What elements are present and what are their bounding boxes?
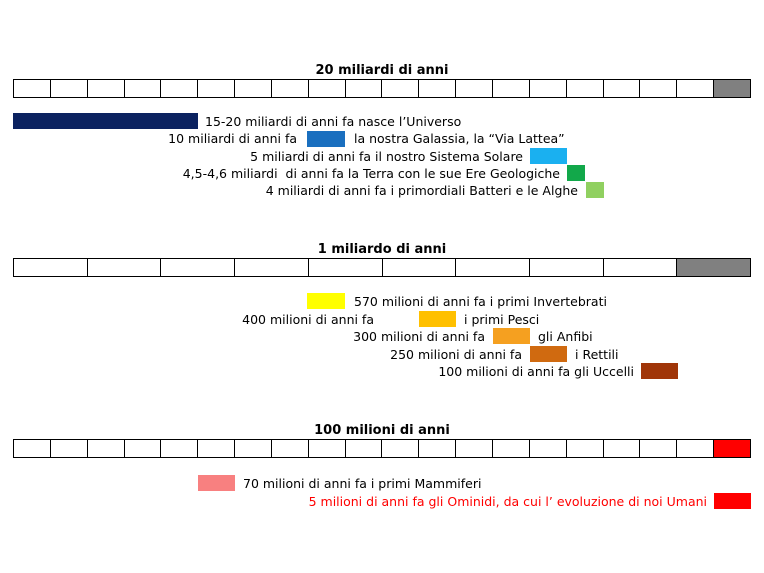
event-swatch-uccelli — [641, 363, 678, 379]
event-label-mammiferi: 70 milioni di anni fa i primi Mammiferi — [243, 476, 482, 491]
scale-cell — [88, 259, 162, 276]
event-label-uccelli: 100 milioni di anni fa gli Uccelli — [438, 364, 634, 379]
event-swatch-anfibi — [493, 328, 530, 344]
scale-cell — [14, 440, 51, 457]
scale-cell — [567, 80, 604, 97]
event-swatch-batteri-alghe — [586, 182, 604, 198]
scale-cell — [51, 80, 88, 97]
scale-cell — [567, 440, 604, 457]
scale-cell — [198, 440, 236, 457]
scale-cell — [14, 259, 88, 276]
event-swatch-galassia — [307, 131, 345, 147]
scale-cell — [161, 80, 199, 97]
event-label-batteri-alghe: 4 miliardi di anni fa i primordiali Batt… — [265, 183, 578, 198]
scale-cell — [677, 440, 715, 457]
timeline-1-miliardo-scale — [13, 258, 751, 277]
timeline-1-miliardo-title: 1 miliardo di anni — [317, 242, 447, 257]
event-label-sistema-solare: 5 miliardi di anni fa il nostro Sistema … — [250, 149, 523, 164]
event-label-terra: 4,5-4,6 miliardi di anni fa la Terra con… — [182, 166, 560, 181]
event-label-galassia-before: 10 miliardi di anni fa — [168, 131, 297, 146]
scale-cell — [456, 259, 530, 276]
event-label-invertebrati: 570 milioni di anni fa i primi Invertebr… — [354, 294, 607, 309]
scale-cell — [677, 80, 715, 97]
timeline-100-milioni-title: 100 milioni di anni — [314, 423, 450, 438]
scale-cell — [640, 80, 678, 97]
scale-cell-highlight — [714, 80, 750, 97]
scale-cell — [493, 440, 530, 457]
scale-cell — [346, 80, 383, 97]
scale-cell — [640, 440, 678, 457]
scale-cell — [125, 80, 162, 97]
scale-cell — [419, 440, 457, 457]
event-label-rettili-after: i Rettili — [575, 347, 619, 362]
scale-cell — [419, 80, 457, 97]
event-swatch-sistema-solare — [530, 148, 567, 164]
event-swatch-terra — [567, 165, 585, 181]
scale-cell — [125, 440, 162, 457]
scale-cell — [346, 440, 383, 457]
event-label-anfibi-before: 300 milioni di anni fa — [353, 329, 485, 344]
event-swatch-ominidi — [714, 493, 751, 509]
scale-cell — [88, 80, 125, 97]
scale-cell — [530, 259, 604, 276]
event-label-pesci-before: 400 milioni di anni fa — [242, 312, 374, 327]
scale-cell — [493, 80, 530, 97]
event-label-galassia-after: la nostra Galassia, la “Via Lattea” — [354, 131, 565, 146]
scale-cell — [235, 80, 272, 97]
scale-cell — [530, 440, 567, 457]
event-swatch-invertebrati — [307, 293, 345, 309]
event-label-pesci-after: i primi Pesci — [464, 312, 540, 327]
scale-cell — [604, 259, 678, 276]
scale-cell — [235, 440, 272, 457]
event-swatch-universo — [13, 113, 198, 129]
scale-cell — [198, 80, 236, 97]
scale-cell — [51, 440, 88, 457]
scale-cell-highlight — [714, 440, 750, 457]
scale-cell — [272, 80, 309, 97]
event-label-ominidi: 5 milioni di anni fa gli Ominidi, da cui… — [308, 494, 707, 509]
scale-cell — [309, 440, 346, 457]
scale-cell — [604, 80, 641, 97]
event-swatch-rettili — [530, 346, 567, 362]
scale-cell — [456, 440, 493, 457]
scale-cell — [88, 440, 125, 457]
scale-cell — [383, 259, 457, 276]
scale-cell — [309, 80, 346, 97]
timeline-20-miliardi-title: 20 miliardi di anni — [315, 63, 449, 78]
event-swatch-mammiferi — [198, 475, 235, 491]
scale-cell — [14, 80, 51, 97]
scale-cell — [309, 259, 383, 276]
scale-cell — [161, 440, 199, 457]
event-label-anfibi-after: gli Anfibi — [538, 329, 593, 344]
scale-cell — [382, 440, 420, 457]
scale-cell — [272, 440, 309, 457]
event-swatch-pesci — [419, 311, 456, 327]
scale-cell — [604, 440, 641, 457]
scale-cell-highlight — [677, 259, 751, 276]
event-label-rettili-before: 250 milioni di anni fa — [390, 347, 522, 362]
scale-cell — [530, 80, 567, 97]
timeline-20-miliardi-scale — [13, 79, 751, 98]
scale-cell — [235, 259, 309, 276]
scale-cell — [161, 259, 236, 276]
timeline-100-milioni-scale — [13, 439, 751, 458]
scale-cell — [456, 80, 493, 97]
event-label-universo: 15-20 miliardi di anni fa nasce l’Univer… — [205, 114, 462, 129]
scale-cell — [382, 80, 420, 97]
